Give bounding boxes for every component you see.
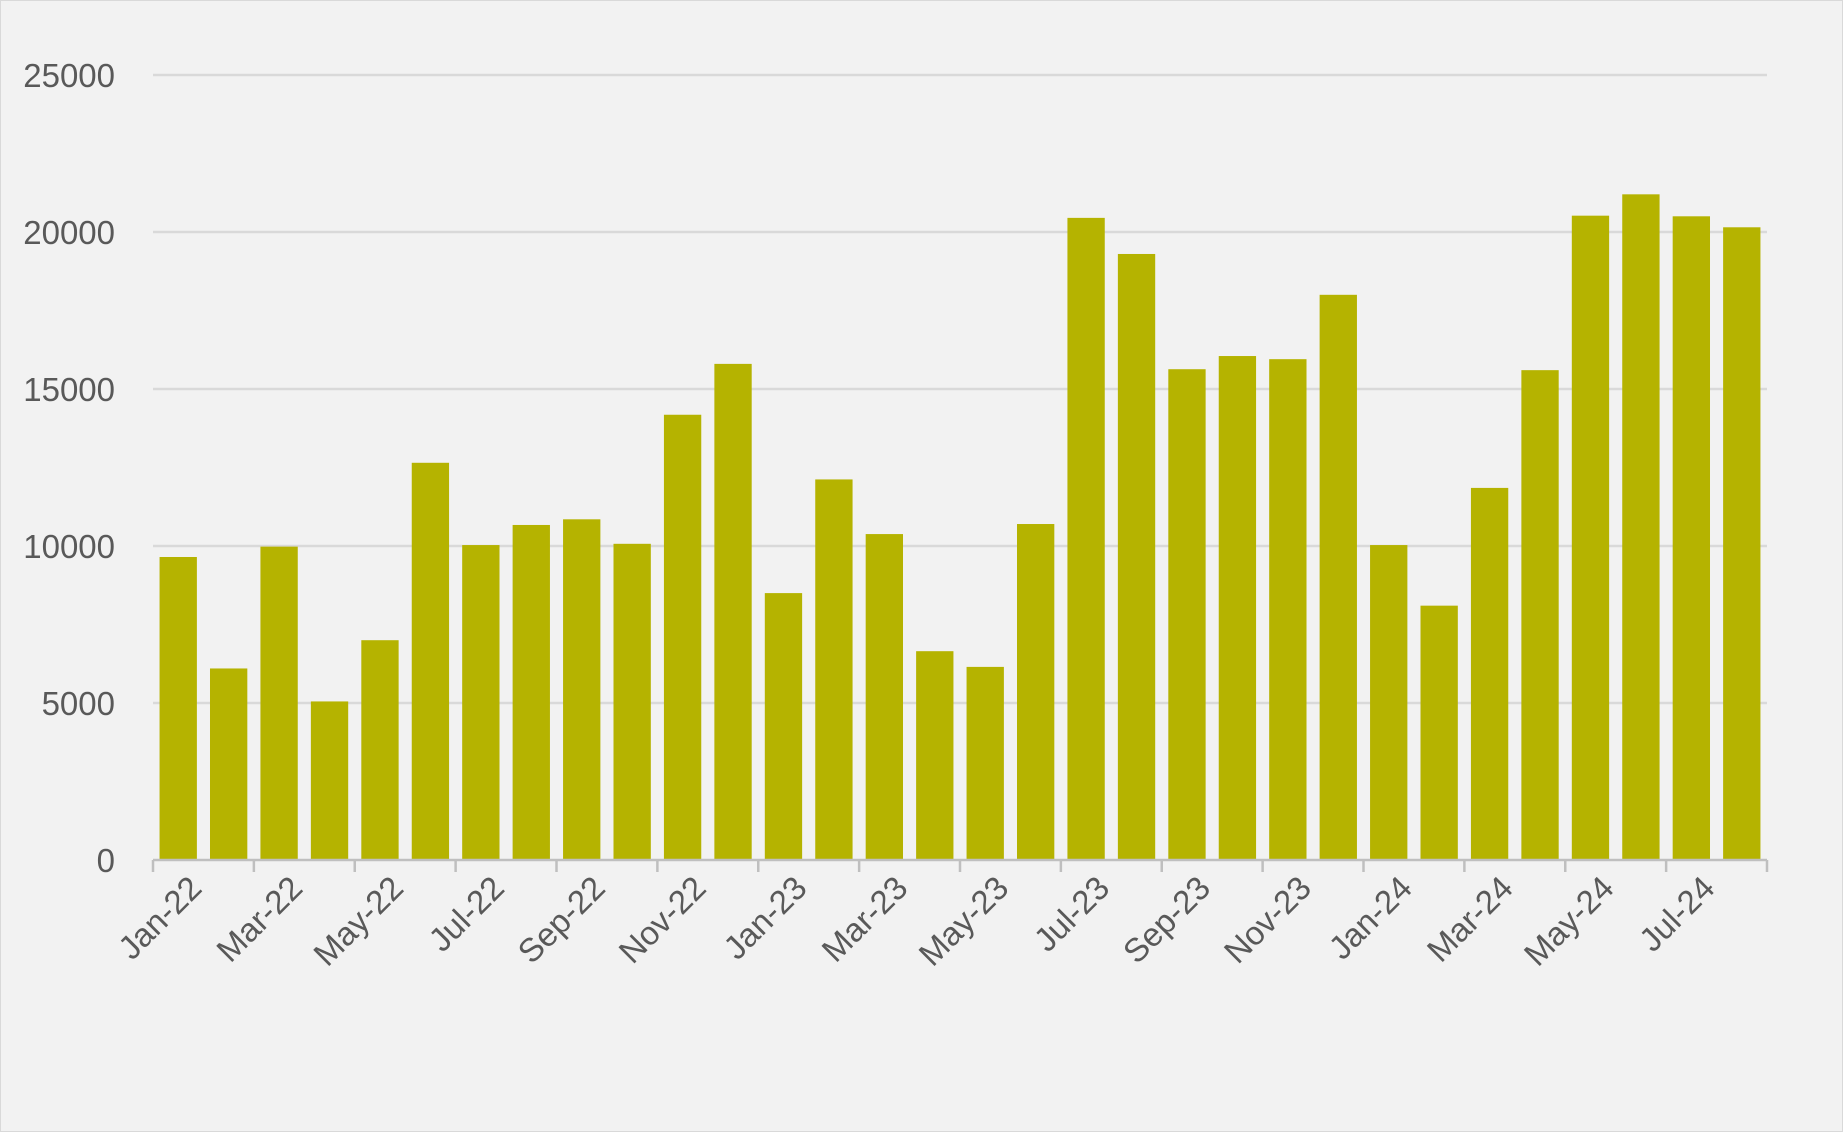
bar-Dec-23: [1319, 294, 1357, 860]
bar-Jan-22: [159, 556, 197, 860]
bar-Jul-23: [1067, 217, 1105, 860]
bar-May-22: [361, 640, 399, 860]
bar-Sep-23: [1168, 369, 1206, 860]
y-axis-labels: 0 5000 10000 15000 20000 25000: [23, 57, 115, 879]
x-tick-label: Jan-23: [716, 869, 814, 967]
y-tick-label: 20000: [23, 214, 115, 251]
bar-Apr-23: [916, 651, 954, 860]
x-tick-label: May-23: [911, 869, 1015, 973]
bar-May-24: [1571, 215, 1610, 860]
bar-Aug-23: [1117, 253, 1156, 861]
bar-Aug-22: [512, 524, 550, 860]
bar-Apr-24: [1521, 370, 1559, 860]
bar-Feb-24: [1420, 605, 1458, 860]
bar-series: [159, 194, 1761, 861]
x-tick-label: Nov-22: [611, 869, 712, 970]
bar-Sep-22: [563, 519, 601, 860]
y-tick-label: 0: [97, 842, 115, 879]
x-tick-label: Mar-22: [209, 869, 309, 969]
bar-Mar-22: [260, 546, 298, 860]
x-tick-label: Sep-23: [1116, 869, 1217, 970]
y-tick-label: 15000: [23, 371, 115, 408]
bar-Mar-23: [865, 534, 904, 860]
x-tick-label: Jan-22: [111, 869, 209, 967]
x-tick-label: Jul-22: [421, 869, 511, 959]
bar-Jun-23: [1016, 524, 1055, 860]
x-tick-label: May-24: [1517, 869, 1621, 973]
bar-Mar-24: [1470, 487, 1509, 860]
bar-Jan-24: [1370, 545, 1408, 860]
bar-Apr-22: [310, 701, 349, 860]
bar-Feb-23: [815, 479, 853, 860]
bar-Jul-24: [1672, 216, 1711, 861]
bar-Feb-22: [209, 668, 248, 860]
x-tick-label: Nov-23: [1217, 869, 1318, 970]
x-tick-label: Mar-23: [814, 869, 914, 969]
bar-Jun-24: [1622, 194, 1660, 860]
x-tick-label: Jul-24: [1632, 869, 1722, 959]
x-tick-label: Mar-24: [1420, 869, 1520, 969]
x-tick-label: Jan-24: [1321, 869, 1419, 967]
bar-Jan-23: [764, 593, 803, 860]
x-tick-label: Jul-23: [1027, 869, 1117, 959]
bar-Aug-24: [1723, 227, 1761, 861]
x-tick-label: Sep-22: [510, 869, 611, 970]
bar-Jul-22: [462, 545, 500, 860]
bar-Dec-22: [714, 363, 752, 860]
y-tick-label: 5000: [42, 685, 115, 722]
bar-Nov-22: [663, 414, 702, 860]
bar-May-23: [966, 666, 1004, 860]
bar-Jun-22: [411, 462, 450, 860]
bar-Nov-23: [1269, 359, 1307, 860]
bar-Oct-23: [1218, 356, 1257, 860]
y-tick-label: 10000: [23, 528, 115, 565]
x-axis: [151, 858, 1769, 872]
bar-Oct-22: [613, 543, 651, 860]
x-tick-label: May-22: [306, 869, 410, 973]
y-tick-label: 25000: [23, 57, 115, 94]
